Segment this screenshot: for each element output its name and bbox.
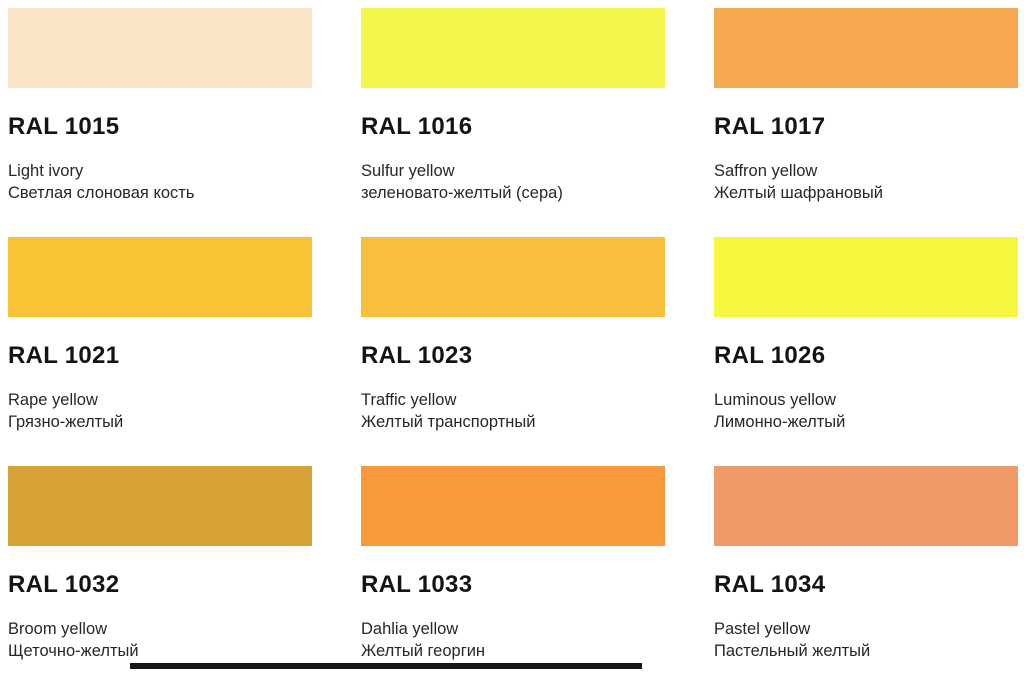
color-card-ral-1015: RAL 1015 Light ivory Светлая слоновая ко… xyxy=(8,0,312,229)
color-swatch xyxy=(361,237,665,317)
ral-code: RAL 1021 xyxy=(8,342,120,369)
color-swatch xyxy=(361,466,665,546)
color-name-en: Traffic yellow xyxy=(361,391,457,409)
color-card-ral-1026: RAL 1026 Luminous yellow Лимонно-желтый xyxy=(714,229,1018,458)
color-swatch xyxy=(8,466,312,546)
ral-code: RAL 1015 xyxy=(8,113,120,140)
color-name-en: Broom yellow xyxy=(8,620,108,638)
color-swatch xyxy=(361,8,665,88)
ral-code: RAL 1033 xyxy=(361,571,473,598)
color-card-ral-1016: RAL 1016 Sulfur yellow зеленовато-желтый… xyxy=(361,0,665,229)
color-name-en: Light ivory xyxy=(8,162,84,180)
ral-color-grid: RAL 1015 Light ivory Светлая слоновая ко… xyxy=(8,0,1018,687)
ral-code: RAL 1032 xyxy=(8,571,120,598)
color-card-ral-1017: RAL 1017 Saffron yellow Желтый шафрановы… xyxy=(714,0,1018,229)
color-name-en: Dahlia yellow xyxy=(361,620,459,638)
color-name-ru: Грязно-желтый xyxy=(8,413,124,431)
color-name-ru: Желтый транспортный xyxy=(361,413,536,431)
color-name-en: Saffron yellow xyxy=(714,162,818,180)
ral-code: RAL 1023 xyxy=(361,342,473,369)
color-name-ru: Щеточно-желтый xyxy=(8,642,139,660)
video-seekbar-fragment[interactable] xyxy=(130,663,642,669)
color-swatch xyxy=(714,466,1018,546)
color-name-ru: зеленовато-желтый (сера) xyxy=(361,184,563,202)
ral-code: RAL 1017 xyxy=(714,113,826,140)
color-name-ru: Пастельный желтый xyxy=(714,642,871,660)
ral-code: RAL 1034 xyxy=(714,571,826,598)
color-card-ral-1033: RAL 1033 Dahlia yellow Желтый георгин xyxy=(361,458,665,687)
color-card-ral-1034: RAL 1034 Pastel yellow Пастельный желтый xyxy=(714,458,1018,687)
color-name-ru: Лимонно-желтый xyxy=(714,413,846,431)
color-name-en: Luminous yellow xyxy=(714,391,836,409)
color-swatch xyxy=(714,8,1018,88)
color-name-en: Pastel yellow xyxy=(714,620,811,638)
color-swatch xyxy=(8,8,312,88)
color-card-ral-1021: RAL 1021 Rape yellow Грязно-желтый xyxy=(8,229,312,458)
ral-code: RAL 1026 xyxy=(714,342,826,369)
color-name-ru: Желтый георгин xyxy=(361,642,486,660)
color-name-ru: Желтый шафрановый xyxy=(714,184,883,202)
color-name-en: Rape yellow xyxy=(8,391,98,409)
ral-code: RAL 1016 xyxy=(361,113,473,140)
color-name-en: Sulfur yellow xyxy=(361,162,455,180)
color-swatch xyxy=(8,237,312,317)
color-swatch xyxy=(714,237,1018,317)
color-card-ral-1032: RAL 1032 Broom yellow Щеточно-желтый xyxy=(8,458,312,687)
color-card-ral-1023: RAL 1023 Traffic yellow Желтый транспорт… xyxy=(361,229,665,458)
color-name-ru: Светлая слоновая кость xyxy=(8,184,195,202)
